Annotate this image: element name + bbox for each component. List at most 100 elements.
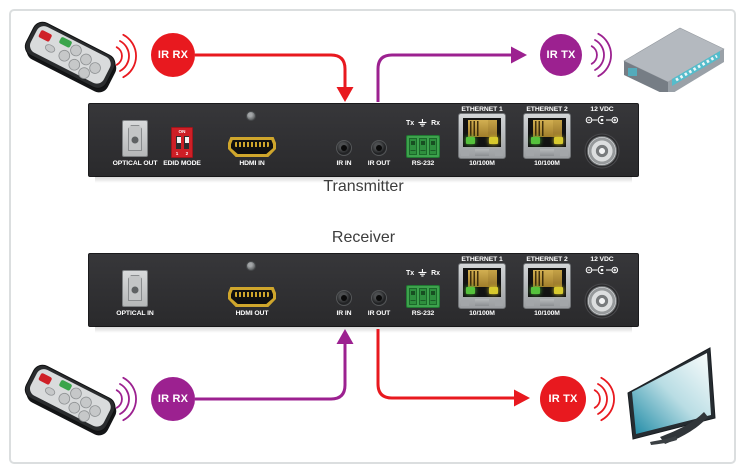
hdmi-pins <box>235 142 269 147</box>
activity-led-yellow <box>554 137 563 144</box>
ir-out-label: IR OUT <box>367 310 391 317</box>
link-led-green <box>531 287 540 294</box>
dc-power-connector <box>587 286 617 316</box>
dip-numbers: 1 2 <box>175 151 192 156</box>
ir-rx-to-transmitter-arrow <box>195 53 354 102</box>
hdmi-in-label: HDMI IN <box>239 160 265 167</box>
earth-ground-symbol-icon <box>418 269 427 277</box>
optical-out-port <box>122 120 148 157</box>
dc-power-connector <box>587 136 617 166</box>
rj45-opening <box>463 268 501 297</box>
ethernet-switch-icon <box>623 27 725 92</box>
port-foot <box>526 300 534 306</box>
rs232-pinout: Tx Rx <box>406 119 440 127</box>
power-label: 12 VDC <box>590 106 614 113</box>
ethernet2-speed-label: 10/100M <box>534 160 560 167</box>
ir-tx-badge: IR TX <box>540 34 582 76</box>
tx-label: Tx <box>405 269 415 277</box>
ir-waves-icon <box>115 33 137 79</box>
rs232-label: RS-232 <box>411 160 435 167</box>
rj45-tab <box>553 120 562 137</box>
dc-polarity-icon <box>585 115 619 125</box>
earth-ground-symbol-icon <box>418 119 427 127</box>
dip-lever-2 <box>184 136 189 149</box>
ir-in-label: IR IN <box>336 310 352 317</box>
rj45-contacts <box>468 120 489 137</box>
rj45-contacts <box>468 270 489 287</box>
ir-rx-badge: IR RX <box>151 33 195 77</box>
ir-rx-badge: IR RX <box>151 377 195 421</box>
chassis-screw-icon <box>246 111 256 121</box>
hdmi-out-port <box>228 287 276 307</box>
port-foot <box>495 150 503 156</box>
rs232-terminal-block <box>406 135 440 158</box>
port-foot <box>461 300 469 306</box>
edid-mode-label: EDID MODE <box>163 160 201 167</box>
rs232-terminal-block <box>406 285 440 308</box>
port-foot <box>461 150 469 156</box>
activity-led-yellow <box>489 137 498 144</box>
ethernet-port-2 <box>523 263 571 309</box>
ir-out-jack <box>371 140 387 156</box>
optical-in-port <box>122 270 148 307</box>
toslink-hole <box>131 136 139 144</box>
optical-out-label: OPTICAL OUT <box>112 160 158 167</box>
terminal-pin <box>409 288 417 305</box>
rj45-latch <box>540 299 554 306</box>
rj45-latch <box>475 149 489 156</box>
rx-label: Rx <box>431 119 441 127</box>
ethernet1-label: ETHERNET 1 <box>461 256 503 263</box>
link-led-green <box>466 287 475 294</box>
ethernet1-label: ETHERNET 1 <box>461 106 503 113</box>
link-led-green <box>466 137 475 144</box>
terminal-pin <box>419 288 427 305</box>
flat-screen-tv-icon <box>627 347 716 445</box>
ir-out-label: IR OUT <box>367 160 391 167</box>
terminal-pin <box>409 138 417 155</box>
terminal-pin <box>429 288 437 305</box>
edid-dip-switch: ON 1 2 <box>171 127 193 158</box>
rj45-tab <box>488 270 497 287</box>
ethernet2-label: ETHERNET 2 <box>526 106 568 113</box>
ethernet2-speed-label: 10/100M <box>534 310 560 317</box>
transmitter-to-ir-tx-arrow <box>376 46 527 102</box>
chassis-screw-icon <box>246 261 256 271</box>
terminal-pin <box>429 138 437 155</box>
rj45-contacts <box>533 270 554 287</box>
receiver-title: Receiver <box>331 229 396 246</box>
rj45-opening <box>528 268 566 297</box>
ir-rx-to-receiver-arrow <box>195 329 354 401</box>
ethernet1-speed-label: 10/100M <box>469 160 495 167</box>
transmitter-rear-panel: OPTICAL OUT ON 1 2 EDID MODE HDMI IN IR … <box>88 103 639 183</box>
ir-waves-icon <box>593 376 615 422</box>
rj45-tab <box>488 120 497 137</box>
ir-in-label: IR IN <box>336 160 352 167</box>
remote-control-icon <box>24 21 117 93</box>
ethernet1-speed-label: 10/100M <box>469 310 495 317</box>
port-foot <box>495 300 503 306</box>
ir-out-jack <box>371 290 387 306</box>
optical-in-label: OPTICAL IN <box>116 310 154 317</box>
ethernet-port-1 <box>458 263 506 309</box>
activity-led-yellow <box>554 287 563 294</box>
hdmi-pins <box>235 292 269 297</box>
rj45-contacts <box>533 120 554 137</box>
ethernet2-label: ETHERNET 2 <box>526 256 568 263</box>
port-foot <box>560 150 568 156</box>
rx-label: Rx <box>431 269 441 277</box>
ir-waves-icon <box>115 376 137 422</box>
rj45-opening <box>463 118 501 147</box>
remote-control-icon <box>24 364 117 436</box>
ir-waves-icon <box>590 32 612 78</box>
dip-lever-1 <box>176 136 181 149</box>
ethernet-port-2 <box>523 113 571 159</box>
dip-on-label: ON <box>178 129 186 134</box>
diagram-border <box>9 9 736 464</box>
ir-tx-badge: IR TX <box>540 376 586 422</box>
hdmi-in-port <box>228 137 276 157</box>
power-label: 12 VDC <box>590 256 614 263</box>
receiver-to-ir-tx-arrow <box>376 329 530 407</box>
rs232-label: RS-232 <box>411 310 435 317</box>
